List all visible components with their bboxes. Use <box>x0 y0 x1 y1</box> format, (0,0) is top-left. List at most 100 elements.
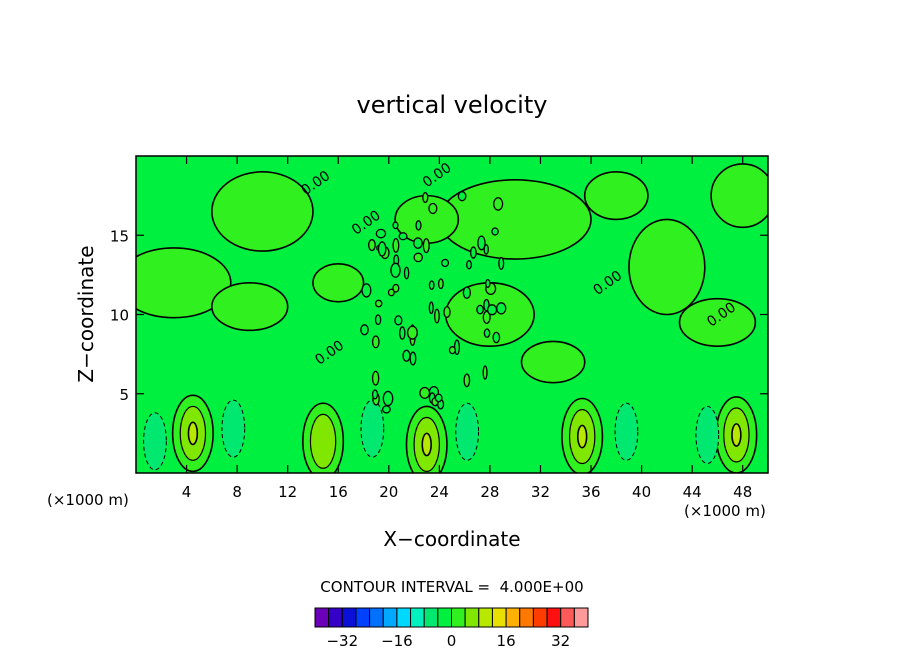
y-tick-label: 5 <box>119 386 129 404</box>
small-cell <box>470 246 477 259</box>
contour-field <box>136 163 768 473</box>
downdraft-core <box>143 412 167 471</box>
small-cell <box>377 241 387 257</box>
colorbar-swatch <box>519 607 534 628</box>
plot-area: 0.00 0.000.000.000.000.00 <box>135 155 769 474</box>
x-tick-label: 40 <box>632 483 651 501</box>
colorbar-swatch <box>491 607 507 628</box>
y-axis-label: Z−coordinate <box>74 245 98 382</box>
small-cell <box>371 389 379 400</box>
updraft-core-peak <box>421 432 432 457</box>
small-cell <box>437 278 444 290</box>
x-tick-label: 48 <box>733 483 752 501</box>
small-cell <box>382 390 394 407</box>
downdraft-core <box>614 402 639 461</box>
downdraft-core <box>221 399 246 458</box>
x-axis: 4 8 12 16 20 24 28 32 36 40 44 48 <box>182 156 752 501</box>
small-cell <box>482 310 491 324</box>
colorbar-swatch <box>464 607 480 628</box>
small-cell <box>394 315 403 326</box>
contour-region <box>312 262 365 303</box>
colorbar-tick-label: −32 <box>326 632 358 650</box>
x-tick-label: 16 <box>329 483 348 501</box>
small-cell <box>496 302 507 315</box>
small-cell <box>492 331 501 344</box>
small-cell <box>483 328 491 338</box>
x-tick-label: 8 <box>232 483 242 501</box>
small-cell <box>463 373 471 388</box>
x-tick-label: 12 <box>278 483 297 501</box>
small-cell <box>392 283 400 293</box>
small-cell <box>402 349 411 362</box>
colorbar-swatch <box>341 607 357 628</box>
y-axis: 5 10 15 <box>110 227 768 404</box>
colorbar-tick-label: 0 <box>447 632 457 650</box>
small-cell <box>482 365 488 380</box>
x-tick-label: 32 <box>531 483 550 501</box>
x-tick-label: 4 <box>182 483 192 501</box>
small-cell <box>413 252 423 263</box>
colorbar-swatch <box>505 607 521 628</box>
small-cell <box>443 306 451 319</box>
x-axis-label: X−coordinate <box>383 527 520 551</box>
small-cell <box>422 238 430 254</box>
small-cell <box>434 393 443 403</box>
colorbar-tick-label: −16 <box>381 632 413 650</box>
small-cell <box>434 308 440 324</box>
small-cell <box>387 288 395 297</box>
small-cell <box>441 258 450 268</box>
small-cell <box>457 191 467 202</box>
contour-region <box>211 282 289 332</box>
x-tick-label: 28 <box>480 483 499 501</box>
colorbar-swatch <box>328 607 343 628</box>
colorbar-swatch <box>560 607 575 628</box>
small-cell <box>368 239 376 252</box>
small-cell <box>360 324 369 336</box>
colorbar: −32 −16 0 16 32 <box>314 607 589 650</box>
colorbar-swatch <box>369 607 384 628</box>
small-cell <box>390 262 401 278</box>
small-cell <box>493 197 504 211</box>
contour-region <box>520 340 586 384</box>
small-cell <box>491 227 499 236</box>
y-tick-label: 10 <box>110 307 129 325</box>
small-cell <box>485 278 491 288</box>
contour-interval-text: CONTOUR INTERVAL = 4.000E+00 <box>320 578 583 596</box>
small-cell <box>428 202 438 215</box>
small-cell <box>409 351 417 366</box>
small-cell <box>374 314 382 326</box>
x-unit-left: (×1000 m) <box>47 491 129 509</box>
colorbar-tick-label: 32 <box>551 632 570 650</box>
small-cell <box>392 221 399 230</box>
small-cell <box>476 304 484 315</box>
small-cell <box>381 405 391 414</box>
updraft-core-peak <box>576 424 588 449</box>
updraft-core-inner <box>309 413 337 469</box>
small-cell <box>406 325 418 340</box>
colorbar-swatch <box>382 607 398 628</box>
colorbar-swatch <box>355 607 371 628</box>
contour-region <box>136 247 232 319</box>
small-cell <box>483 244 489 255</box>
small-cell <box>374 299 383 308</box>
colorbar-swatch <box>423 607 439 628</box>
colorbar-tick-label: 16 <box>497 632 516 650</box>
x-tick-label: 36 <box>581 483 600 501</box>
y-tick-label: 15 <box>110 227 129 245</box>
x-tick-label: 44 <box>683 483 702 501</box>
small-cell <box>448 346 457 355</box>
small-cell <box>392 237 400 253</box>
colorbar-swatch <box>396 607 412 628</box>
chart-title: vertical velocity <box>357 91 548 119</box>
small-cell <box>403 266 410 280</box>
contour-region <box>710 163 768 229</box>
colorbar-swatch <box>451 607 466 628</box>
downdraft-core <box>455 402 480 461</box>
small-cell <box>371 335 380 349</box>
downdraft-core <box>695 405 720 464</box>
updraft-core-peak <box>187 421 199 446</box>
small-cell <box>361 283 372 298</box>
contour-region <box>678 297 757 347</box>
x-tick-label: 24 <box>430 483 449 501</box>
